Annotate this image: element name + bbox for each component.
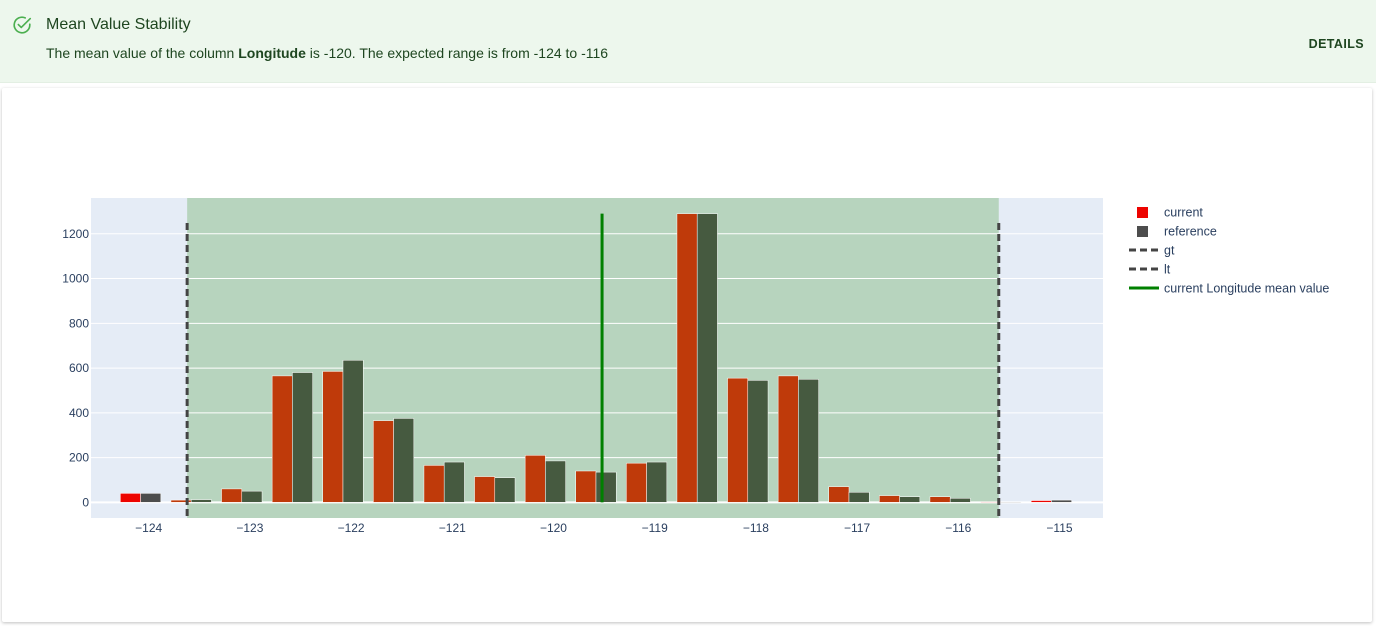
y-tick-label: 200 [69, 451, 89, 465]
y-tick-label: 0 [82, 495, 89, 509]
acceptable-range-region [187, 198, 999, 518]
x-tick-label: −118 [743, 521, 769, 535]
reference-bar [595, 471, 617, 503]
reference-bar [494, 477, 516, 503]
reference-bar [292, 372, 313, 503]
current-bar [828, 486, 850, 503]
reference-bar [241, 490, 263, 503]
x-tick-label: −124 [135, 521, 162, 535]
x-tick-label: −121 [439, 521, 466, 535]
reference-bar [545, 460, 566, 503]
chart-card: 0 200 400 600 800 1000 1200 −124 −123 −122 −121 −12… [2, 88, 1372, 622]
current-bar [626, 462, 647, 503]
alert-message: The mean value of the column Longitude i… [46, 45, 608, 61]
x-tick-label: −115 [1046, 521, 1072, 535]
x-tick-label: −116 [945, 521, 971, 535]
details-button[interactable]: DETAILS [1308, 37, 1364, 51]
current-bar [1030, 500, 1052, 503]
legend-label: lt [1164, 263, 1171, 277]
check-circle-icon [13, 16, 32, 34]
message-suffix: is -120. The expected range is from -124… [305, 45, 609, 61]
reference-bar [393, 418, 415, 503]
legend-swatch [1137, 207, 1148, 218]
legend-swatch [1137, 226, 1148, 237]
reference-bar [190, 499, 212, 503]
x-tick-label: −117 [844, 521, 870, 535]
current-bar [271, 375, 293, 503]
reference-bar [1000, 502, 1022, 504]
y-tick-label: 600 [69, 361, 89, 375]
x-tick-label: −122 [338, 521, 365, 535]
reference-bar [899, 496, 921, 503]
current-bar [575, 470, 597, 503]
reference-bar [848, 492, 870, 503]
legend-label: gt [1164, 244, 1175, 258]
reference-bar [342, 359, 364, 503]
message-prefix: The mean value of the column [46, 45, 239, 61]
reference-bar [646, 461, 668, 503]
current-bar [221, 488, 243, 503]
legend-label: current [1164, 206, 1203, 220]
current-bar [524, 455, 546, 503]
legend-label: reference [1164, 225, 1217, 239]
alert-title: Mean Value Stability [46, 16, 191, 33]
y-tick-label: 1000 [62, 272, 89, 286]
current-bar [727, 377, 749, 503]
reference-bar [443, 461, 465, 503]
reference-bar [696, 213, 718, 503]
current-bar [423, 465, 445, 503]
current-bar [879, 495, 900, 503]
current-bar [373, 420, 394, 503]
reference-bar [140, 493, 162, 503]
y-tick-label: 400 [69, 406, 89, 420]
current-bar [777, 375, 799, 503]
x-tick-label: −123 [236, 521, 263, 535]
reference-bar [949, 498, 971, 503]
column-name: Longitude [238, 45, 306, 61]
current-bar [120, 493, 141, 503]
histogram-chart: 0 200 400 600 800 1000 1200 −124 −123 −122 −121 −12… [62, 198, 1329, 535]
legend-label: current Longitude mean value [1164, 282, 1329, 296]
reference-bar [747, 380, 769, 503]
current-bar [474, 476, 496, 503]
reference-bar [1051, 499, 1072, 503]
current-bar [676, 213, 698, 503]
current-bar [929, 496, 951, 503]
reference-bar [798, 379, 819, 503]
current-bar [322, 371, 344, 503]
x-tick-label: −119 [642, 521, 668, 535]
y-tick-label: 1200 [62, 227, 89, 241]
x-tick-label: −120 [540, 521, 567, 535]
alert-banner: Mean Value Stability The mean value of t… [0, 0, 1376, 83]
y-tick-label: 800 [69, 316, 89, 330]
